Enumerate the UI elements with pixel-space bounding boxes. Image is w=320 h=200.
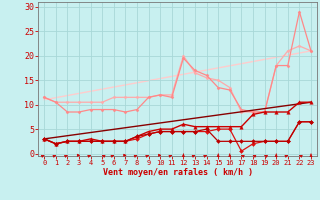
X-axis label: Vent moyen/en rafales ( km/h ): Vent moyen/en rafales ( km/h ) [103,168,252,177]
